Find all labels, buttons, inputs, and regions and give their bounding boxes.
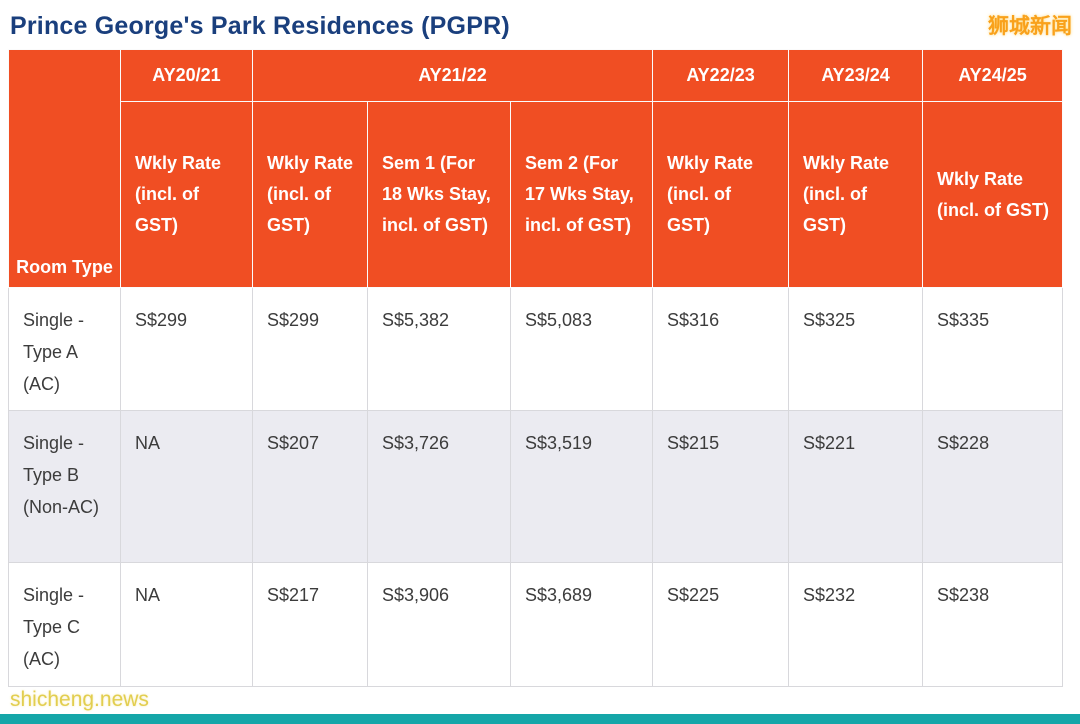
- bottom-accent-bar: [0, 714, 1080, 724]
- year-header-ay2324: AY23/24: [788, 49, 924, 102]
- year-header-ay2021: AY20/21: [120, 49, 253, 102]
- table-header-year-row: Room Type AY20/21 AY21/22 AY22/23 AY23/2…: [8, 49, 1064, 288]
- sub-header-wkly-ay2223: Wkly Rate (incl. of GST): [652, 101, 790, 288]
- rate-cell: S$325: [788, 287, 924, 411]
- site-watermark-bottom: shicheng.news: [10, 688, 149, 711]
- room-type-cell: Single - Type B (Non-AC): [8, 410, 121, 563]
- page-title: Prince George's Park Residences (PGPR): [10, 12, 510, 40]
- rate-cell: S$299: [252, 287, 368, 411]
- table-row: Single - Type C (AC) NA S$217 S$3,906 S$…: [8, 562, 1064, 687]
- rate-cell: S$3,519: [509, 410, 654, 563]
- rate-cell: S$228: [922, 410, 1064, 563]
- rate-cell: S$238: [922, 562, 1064, 687]
- room-type-header: Room Type: [8, 49, 121, 288]
- rate-cell: S$335: [922, 287, 1064, 411]
- rate-cell: S$225: [652, 562, 790, 687]
- room-type-cell: Single - Type A (AC): [8, 287, 121, 411]
- year-header-ay2223: AY22/23: [652, 49, 790, 102]
- sub-header-wkly-ay2425: Wkly Rate (incl. of GST): [922, 101, 1064, 288]
- rate-cell: S$5,382: [367, 287, 511, 411]
- table-header-sub-row: Wkly Rate (incl. of GST) Wkly Rate (incl…: [9, 101, 1064, 288]
- rate-cell: S$316: [652, 287, 790, 411]
- rate-cell: S$232: [788, 562, 924, 687]
- table-row: Single - Type A (AC) S$299 S$299 S$5,382…: [8, 287, 1064, 411]
- room-type-cell: Single - Type C (AC): [8, 562, 121, 687]
- sub-header-wkly-ay2324: Wkly Rate (incl. of GST): [788, 101, 924, 288]
- sub-header-wkly-ay2021: Wkly Rate (incl. of GST): [120, 101, 253, 288]
- rates-table: Room Type AY20/21 AY21/22 AY22/23 AY23/2…: [8, 49, 1064, 687]
- rate-cell: S$3,726: [367, 410, 511, 563]
- rate-cell: S$5,083: [509, 287, 654, 411]
- rate-cell: S$3,689: [509, 562, 654, 687]
- sub-header-sem1-ay2122: Sem 1 (For 18 Wks Stay, incl. of GST): [367, 101, 511, 288]
- site-watermark-top: 狮城新闻: [988, 15, 1072, 38]
- year-header-ay2425: AY24/25: [922, 49, 1064, 102]
- table-row: Single - Type B (Non-AC) NA S$207 S$3,72…: [8, 410, 1064, 563]
- rate-cell: NA: [120, 410, 253, 563]
- rate-cell: S$221: [788, 410, 924, 563]
- rate-cell: S$207: [252, 410, 368, 563]
- year-header-ay2122: AY21/22: [251, 49, 654, 102]
- sub-header-wkly-ay2122: Wkly Rate (incl. of GST): [252, 101, 368, 288]
- sub-header-sem2-ay2122: Sem 2 (For 17 Wks Stay, incl. of GST): [509, 101, 654, 288]
- rate-cell: S$3,906: [367, 562, 511, 687]
- rate-cell: S$215: [652, 410, 790, 563]
- rate-cell: S$217: [252, 562, 368, 687]
- rate-cell: S$299: [120, 287, 253, 411]
- rate-cell: NA: [120, 562, 253, 687]
